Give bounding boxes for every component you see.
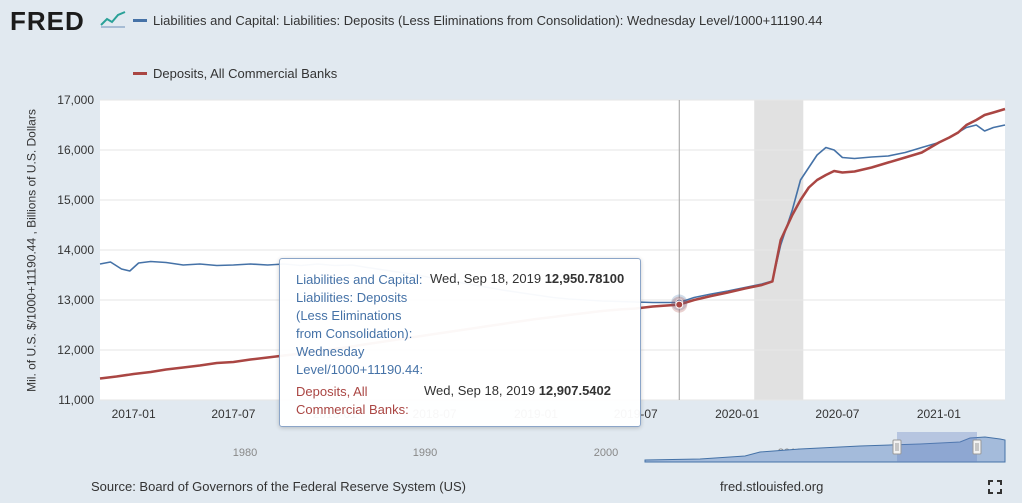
fred-sparkline-icon	[100, 10, 126, 28]
x-tick-label: 2020-07	[815, 407, 859, 421]
y-tick-label: 11,000	[58, 393, 94, 407]
navigator-year-2000: 2000	[594, 447, 618, 459]
navigator-selected-range[interactable]	[897, 432, 977, 462]
navigator-left-handle[interactable]	[892, 439, 902, 455]
legend-item-series-2[interactable]: Deposits, All Commercial Banks	[133, 66, 337, 81]
fred-logo[interactable]: FRED	[10, 6, 85, 36]
x-tick-label: 2017-07	[211, 407, 255, 421]
legend-swatch-series-1	[133, 19, 147, 22]
y-tick-label: 15,000	[57, 193, 94, 207]
navigator-year-1980: 1980	[233, 447, 257, 459]
x-tick-label: 2020-01	[715, 407, 759, 421]
data-tooltip: Liabilities and Capital: Liabilities: De…	[279, 258, 641, 427]
navigator-year-1990: 1990	[413, 447, 437, 459]
legend-label-series-1: Liabilities and Capital: Liabilities: De…	[153, 13, 823, 28]
y-tick-label: 12,000	[57, 343, 94, 357]
tooltip-series-1-value: Wed, Sep 18, 2019 12,950.78100	[430, 271, 625, 286]
range-navigator[interactable]: 1980 1990 2000 2010	[0, 432, 1022, 472]
source-text: Source: Board of Governors of the Federa…	[91, 479, 466, 494]
tooltip-series-2-name: Deposits, All Commercial Banks:	[296, 384, 409, 417]
hover-marker-2	[675, 300, 684, 309]
y-tick-label: 16,000	[57, 143, 94, 157]
tooltip-series-1-name: Liabilities and Capital: Liabilities: De…	[296, 272, 424, 377]
tooltip-series-2-value: Wed, Sep 18, 2019 12,907.5402	[424, 383, 611, 398]
navigator-series-area	[644, 436, 1006, 463]
x-tick-label: 2021-01	[917, 407, 961, 421]
fred-site-link[interactable]: fred.stlouisfed.org	[720, 479, 824, 494]
y-tick-label: 14,000	[57, 243, 94, 257]
x-tick-label: 2017-01	[112, 407, 156, 421]
navigator-right-handle[interactable]	[972, 439, 982, 455]
legend-label-series-2: Deposits, All Commercial Banks	[153, 66, 338, 81]
y-tick-label: 17,000	[57, 93, 94, 107]
y-axis-label: Mil. of U.S. $/1000+11190.44 , Billions …	[24, 109, 39, 392]
legend-item-series-1[interactable]: Liabilities and Capital: Liabilities: De…	[133, 13, 823, 28]
y-tick-label: 13,000	[57, 293, 94, 307]
fullscreen-icon[interactable]	[988, 480, 1002, 494]
legend-swatch-series-2	[133, 72, 147, 75]
